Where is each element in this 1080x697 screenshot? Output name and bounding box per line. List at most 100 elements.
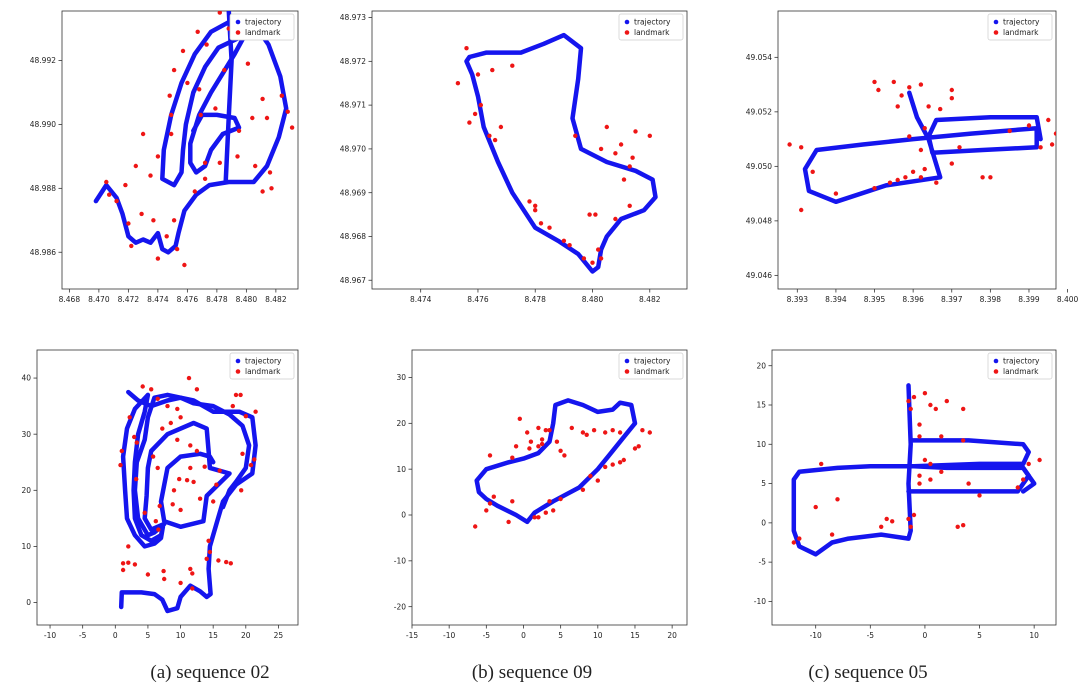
trajectory-path	[160, 19, 248, 188]
landmark-point	[243, 414, 248, 419]
landmark-point	[580, 487, 586, 492]
landmark-point	[922, 457, 928, 463]
y-tick-label: 48.969	[340, 188, 366, 197]
x-tick-label: -10	[443, 631, 455, 640]
landmark-point	[1026, 123, 1032, 128]
landmark-point	[182, 262, 187, 268]
landmark-point	[906, 398, 911, 404]
landmark-point	[155, 154, 161, 159]
landmark-point	[938, 106, 943, 112]
caption-sequence-05: (c) sequence 05	[808, 662, 928, 683]
landmark-point	[890, 519, 895, 524]
x-tick-label: -15	[406, 631, 418, 640]
landmark-point	[551, 508, 556, 513]
y-tick-label: 20	[756, 361, 766, 370]
landmark-point	[126, 560, 131, 565]
landmark-point	[872, 186, 877, 191]
landmark-point	[887, 180, 893, 185]
landmark-point	[188, 465, 193, 471]
landmark-point	[217, 160, 222, 165]
landmark-point	[640, 428, 645, 433]
x-tick-label: 5	[558, 631, 563, 640]
landmark-point	[829, 532, 835, 537]
landmark-point	[610, 428, 615, 433]
landmark-point	[917, 434, 922, 439]
landmark-point	[126, 221, 131, 226]
y-tick-label: 20	[396, 419, 406, 428]
landmark-point	[139, 211, 144, 217]
landmark-point	[204, 556, 209, 561]
axes-frame	[411, 349, 688, 626]
landmark-point	[188, 443, 193, 448]
landmark-point	[876, 87, 881, 93]
landmark-point	[217, 468, 222, 473]
landmark-point	[903, 175, 908, 180]
landmark-point	[142, 510, 147, 515]
legend-label-trajectory: trajectory	[634, 18, 671, 27]
x-tick-label: 15	[630, 631, 640, 640]
landmark-point	[590, 260, 595, 265]
landmark-point	[908, 406, 913, 412]
x-tick-label: 8.396	[902, 295, 924, 304]
landmark-point	[132, 434, 137, 440]
landmark-point	[475, 72, 481, 77]
landmark-point	[955, 524, 960, 529]
landmark-point	[155, 396, 160, 401]
y-tick-label: -20	[394, 602, 406, 611]
landmark-point	[186, 375, 192, 381]
y-tick-label: 49.050	[746, 162, 772, 171]
landmark-point	[206, 538, 211, 543]
landmark-point	[127, 415, 132, 420]
landmark-point	[188, 566, 193, 572]
landmark-point	[167, 93, 172, 98]
landmark-point	[132, 562, 138, 567]
landmark-point	[228, 561, 233, 566]
y-tick-label: -10	[754, 597, 766, 606]
landmark-point	[134, 440, 139, 445]
landmark-point	[911, 394, 917, 400]
landmark-point	[178, 507, 183, 513]
landmark-point	[235, 154, 240, 159]
landmark-point	[214, 482, 219, 487]
landmark-point	[911, 512, 917, 518]
landmark-point	[1053, 131, 1056, 136]
legend-label-landmark: landmark	[634, 28, 670, 37]
landmark-point	[561, 238, 567, 243]
landmark-point	[155, 256, 161, 261]
landmark-point	[627, 203, 632, 208]
landmark-point	[618, 142, 624, 147]
landmark-point	[510, 63, 515, 68]
landmark-point	[922, 126, 927, 131]
x-tick-label: 8.399	[1018, 295, 1040, 304]
landmark-point	[129, 243, 134, 249]
legend-marker-landmark	[993, 30, 999, 35]
landmark-point	[120, 561, 126, 566]
landmark-point	[933, 406, 938, 412]
landmark-point	[917, 422, 922, 427]
landmark-point	[248, 462, 254, 468]
y-tick-label: 15	[756, 401, 766, 410]
legend-box	[229, 13, 295, 41]
x-tick-label: 8.482	[265, 295, 287, 304]
plot-area	[791, 383, 1042, 557]
landmark-point	[1007, 128, 1012, 134]
x-tick-label: 8.395	[864, 295, 886, 304]
landmark-point	[169, 131, 174, 137]
axes-frame	[61, 10, 299, 290]
landmark-point	[164, 234, 169, 239]
x-tick-label: 5	[977, 631, 982, 640]
y-tick-label: 49.052	[746, 107, 772, 116]
x-tick-label: 8.480	[582, 295, 604, 304]
landmark-point	[922, 391, 928, 396]
x-tick-label: 8.472	[118, 295, 140, 304]
landmark-point	[151, 218, 156, 223]
landmark-point	[180, 48, 186, 54]
landmark-point	[222, 67, 227, 73]
chart-seq09-local: -15 -10 -5 0 5 10 15 20 -20 -10 0 10 20 30 trajectoryl…	[394, 349, 688, 640]
landmark-point	[558, 496, 563, 502]
landmark-point	[240, 451, 245, 456]
landmark-point	[617, 430, 623, 435]
